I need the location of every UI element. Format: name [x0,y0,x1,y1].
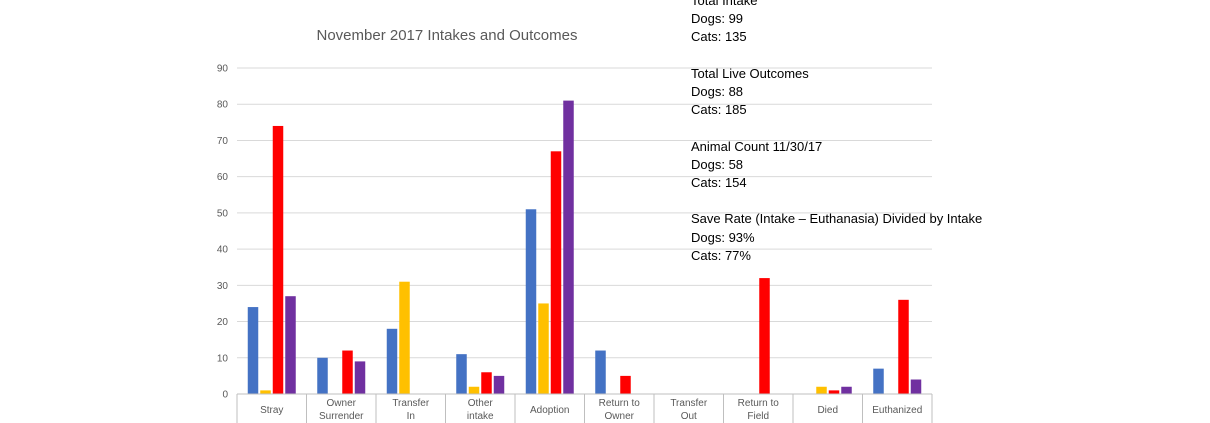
summary-value: Cats: 185 [691,102,747,118]
x-category-label: Died [817,405,838,416]
x-category-label: Stray [260,405,283,416]
y-tick-label: 0 [222,390,228,401]
x-category-label: Transfer In [392,398,430,422]
gridlines [237,67,932,359]
bars [247,100,922,394]
summary-heading: Total Live Outcomes [691,65,809,81]
y-tick-label: 80 [217,100,229,111]
bar [910,379,922,394]
y-tick-label: 50 [217,208,229,219]
summary-block: Save Rate (Intake – Euthanasia) Divided … [691,210,982,265]
x-category-label: Return to Field [738,398,780,422]
bar [342,350,353,394]
bar [828,390,840,394]
bar [538,303,549,394]
y-tick-label: 10 [217,353,229,364]
summary-value: Dogs: 58 [691,156,744,172]
x-category-label: Owner Surrender [319,398,364,422]
y-tick-label: 90 [217,64,229,75]
bar [285,296,296,394]
summary-notes: Total Intake Dogs: 99 Cats: 135 Total Live … [691,0,982,283]
summary-heading: Total Intake [691,0,758,8]
summary-block: Animal Count 11/30/17 Dogs: 58 Cats: 154 [691,138,982,193]
y-axis-ticks: 0 10 20 30 40 50 60 70 80 90 [217,64,229,401]
bar [386,328,398,394]
bar [260,390,271,394]
y-tick-label: 40 [217,245,229,256]
chart-title: November 2017 Intakes and Outcomes [317,27,578,44]
summary-heading: Animal Count 11/30/17 [691,138,823,154]
bar [272,125,284,394]
bar [468,386,480,394]
x-category-label: Euthanized [872,405,922,416]
x-category-label: Other intake [467,398,494,422]
bar [456,354,467,394]
bar [493,375,505,394]
bar [873,368,884,394]
summary-value: Dogs: 88 [691,84,744,99]
bar [550,151,562,394]
y-tick-label: 20 [217,317,229,328]
x-category-label: Transfer Out [670,398,708,422]
x-category-label: Adoption [530,405,569,416]
summary-value: Cats: 154 [691,175,747,190]
bar [317,357,328,394]
summary-value: Cats: 135 [691,29,747,45]
bar [525,209,537,394]
bar [247,307,259,394]
bar [563,100,574,394]
y-tick-label: 30 [217,281,229,292]
summary-value: Cats: 77% [691,247,751,263]
summary-value: Dogs: 93% [691,229,755,245]
x-axis: Stray Owner Surrender Transfer In Other intake… [236,393,933,423]
bar [595,350,606,394]
y-tick-label: 70 [217,136,229,147]
summary-value: Dogs: 99 [691,11,744,27]
bar [399,281,410,394]
bar [759,278,770,394]
bar [841,386,852,394]
bar [620,375,631,394]
summary-block: Total Intake Dogs: 99 Cats: 135 [691,0,982,47]
y-tick-label: 60 [217,172,229,183]
summary-block: Total Live Outcomes Dogs: 88 Cats: 185 [691,65,982,120]
x-category-label: Return to Owner [599,398,641,422]
summary-heading: Save Rate (Intake – Euthanasia) Divided … [691,211,983,227]
bar [354,361,366,394]
bar [816,386,827,394]
bar [481,372,492,394]
bar [898,299,909,394]
